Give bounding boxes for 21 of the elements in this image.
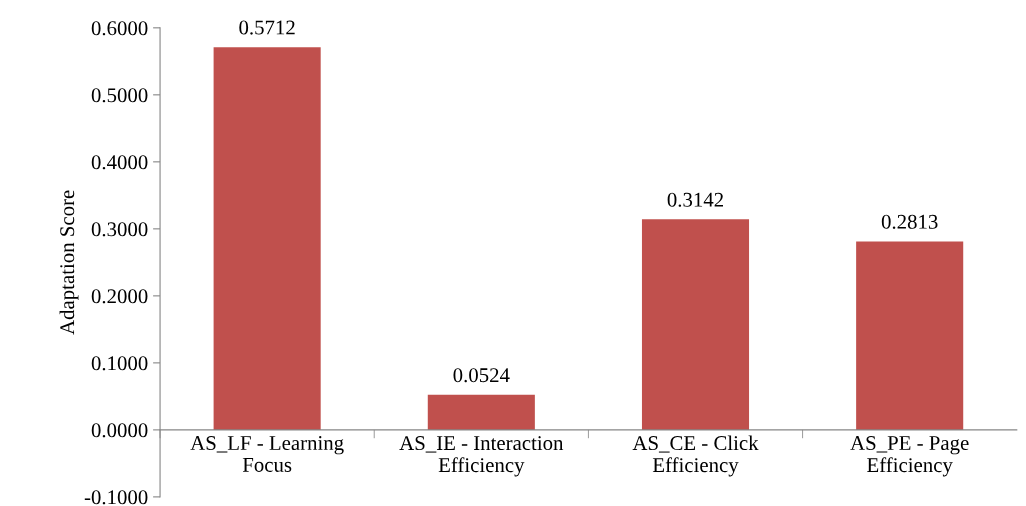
y-tick-label: 0.5000 xyxy=(91,88,148,103)
x-tick-label: AS_PE - Page Efficiency xyxy=(850,436,969,477)
x-tick-label: AS_LF - Learning Focus xyxy=(190,436,344,472)
data-label: 0.0524 xyxy=(453,368,510,383)
bar xyxy=(856,241,964,430)
y-tick-label: -0.1000 xyxy=(84,490,148,505)
x-tick-label: AS_IE - Interaction Efficiency xyxy=(399,436,564,477)
bar xyxy=(213,47,321,430)
data-label: 0.5712 xyxy=(239,20,295,35)
y-tick-label: 0.3000 xyxy=(91,222,148,237)
y-tick-label: 0.0000 xyxy=(91,423,148,438)
y-tick-label: 0.4000 xyxy=(91,155,148,170)
y-axis-title: Adaptation Score xyxy=(59,190,79,335)
y-tick-label: 0.2000 xyxy=(91,289,148,304)
bar xyxy=(427,394,535,430)
bar xyxy=(641,219,750,430)
y-tick-label: 0.1000 xyxy=(91,356,148,371)
data-label: 0.2813 xyxy=(881,214,938,229)
y-tick-label: 0.6000 xyxy=(91,21,148,36)
data-label: 0.3142 xyxy=(667,192,723,207)
x-tick-label: AS_CE - Click Efficiency xyxy=(632,435,759,477)
